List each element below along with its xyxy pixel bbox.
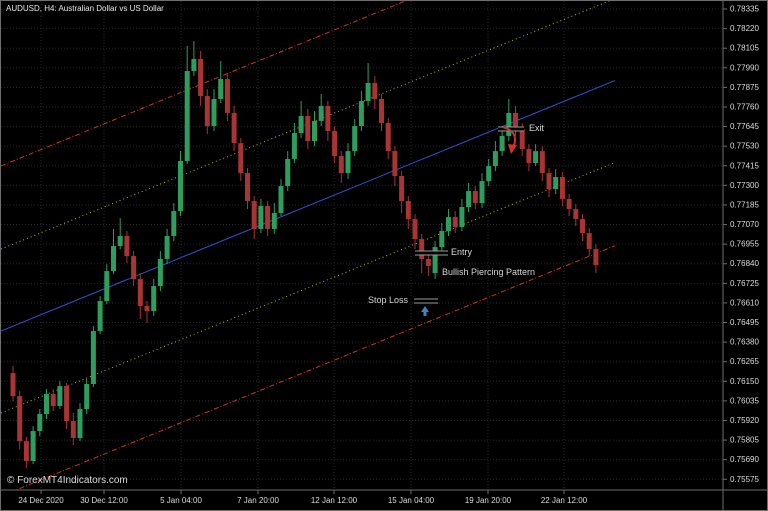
price-axis-label[interactable]: 0.78335 [730,5,759,14]
price-axis-label[interactable]: 0.75690 [730,455,759,464]
exit-arrowhead-icon [508,144,517,154]
time-axis-label[interactable]: 30 Dec 12:00 [80,496,128,505]
price-axis-label[interactable]: 0.76035 [730,396,759,405]
price-axis-label[interactable]: 0.77645 [730,122,759,131]
candlestick-series[interactable] [10,41,599,469]
price-axis-label[interactable]: 0.75920 [730,416,759,425]
exit-label: Exit [529,123,545,133]
price-axis-label[interactable]: 0.76955 [730,240,759,249]
bullish-piercing-pattern-label: Bullish Piercing Pattern [442,267,536,277]
copyright-watermark: © ForexMT4Indicators.com [7,475,128,486]
price-axis-label[interactable]: 0.78105 [730,44,759,53]
time-axis-label[interactable]: 12 Jan 12:00 [311,496,358,505]
price-axis-label[interactable]: 0.77990 [730,63,759,72]
chart-title: AUDUSD, H4: Australian Dollar vs US Doll… [6,4,164,13]
price-axis-label[interactable]: 0.76725 [730,279,759,288]
price-axis-label[interactable]: 0.76265 [730,357,759,366]
price-axis-label[interactable]: 0.76150 [730,377,759,386]
price-axis-label[interactable]: 0.75805 [730,436,759,445]
price-axis-label[interactable]: 0.76610 [730,298,759,307]
entry-label: Entry [451,247,473,257]
price-axis-label[interactable]: 0.75575 [730,475,759,484]
price-axis-label[interactable]: 0.77185 [730,200,759,209]
buy-signal-arrow-icon [421,306,429,316]
price-axis-label[interactable]: 0.77300 [730,181,759,190]
price-axis-label[interactable]: 0.78220 [730,24,759,33]
time-axis-label[interactable]: 5 Jan 04:00 [160,496,202,505]
price-axis-label[interactable]: 0.76380 [730,338,759,347]
time-axis-label[interactable]: 19 Jan 20:00 [465,496,512,505]
price-axis-label[interactable]: 0.77070 [730,220,759,229]
time-axis[interactable]: 24 Dec 2020 30 Dec 12:00 5 Jan 04:00 7 Jan … [18,490,588,505]
price-axis-label[interactable]: 0.77530 [730,142,759,151]
stop-loss-label: Stop Loss [368,295,409,305]
price-axis[interactable]: 0.78335 0.78220 0.78105 0.77990 0.77875 0.777… [723,5,759,484]
price-axis-label[interactable]: 0.77875 [730,83,759,92]
price-axis-label[interactable]: 0.77760 [730,102,759,111]
time-axis-label[interactable]: 22 Jan 12:00 [541,496,588,505]
regression-channel [1,1,616,490]
price-axis-label[interactable]: 0.77415 [730,161,759,170]
time-axis-label[interactable]: 7 Jan 20:00 [237,496,279,505]
time-axis-label[interactable]: 24 Dec 2020 [18,496,64,505]
time-axis-label[interactable]: 15 Jan 04:00 [388,496,435,505]
price-axis-label[interactable]: 0.76840 [730,259,759,268]
trade-level-lines[interactable] [414,126,524,304]
price-axis-label[interactable]: 0.76495 [730,318,759,327]
grid [1,1,723,490]
